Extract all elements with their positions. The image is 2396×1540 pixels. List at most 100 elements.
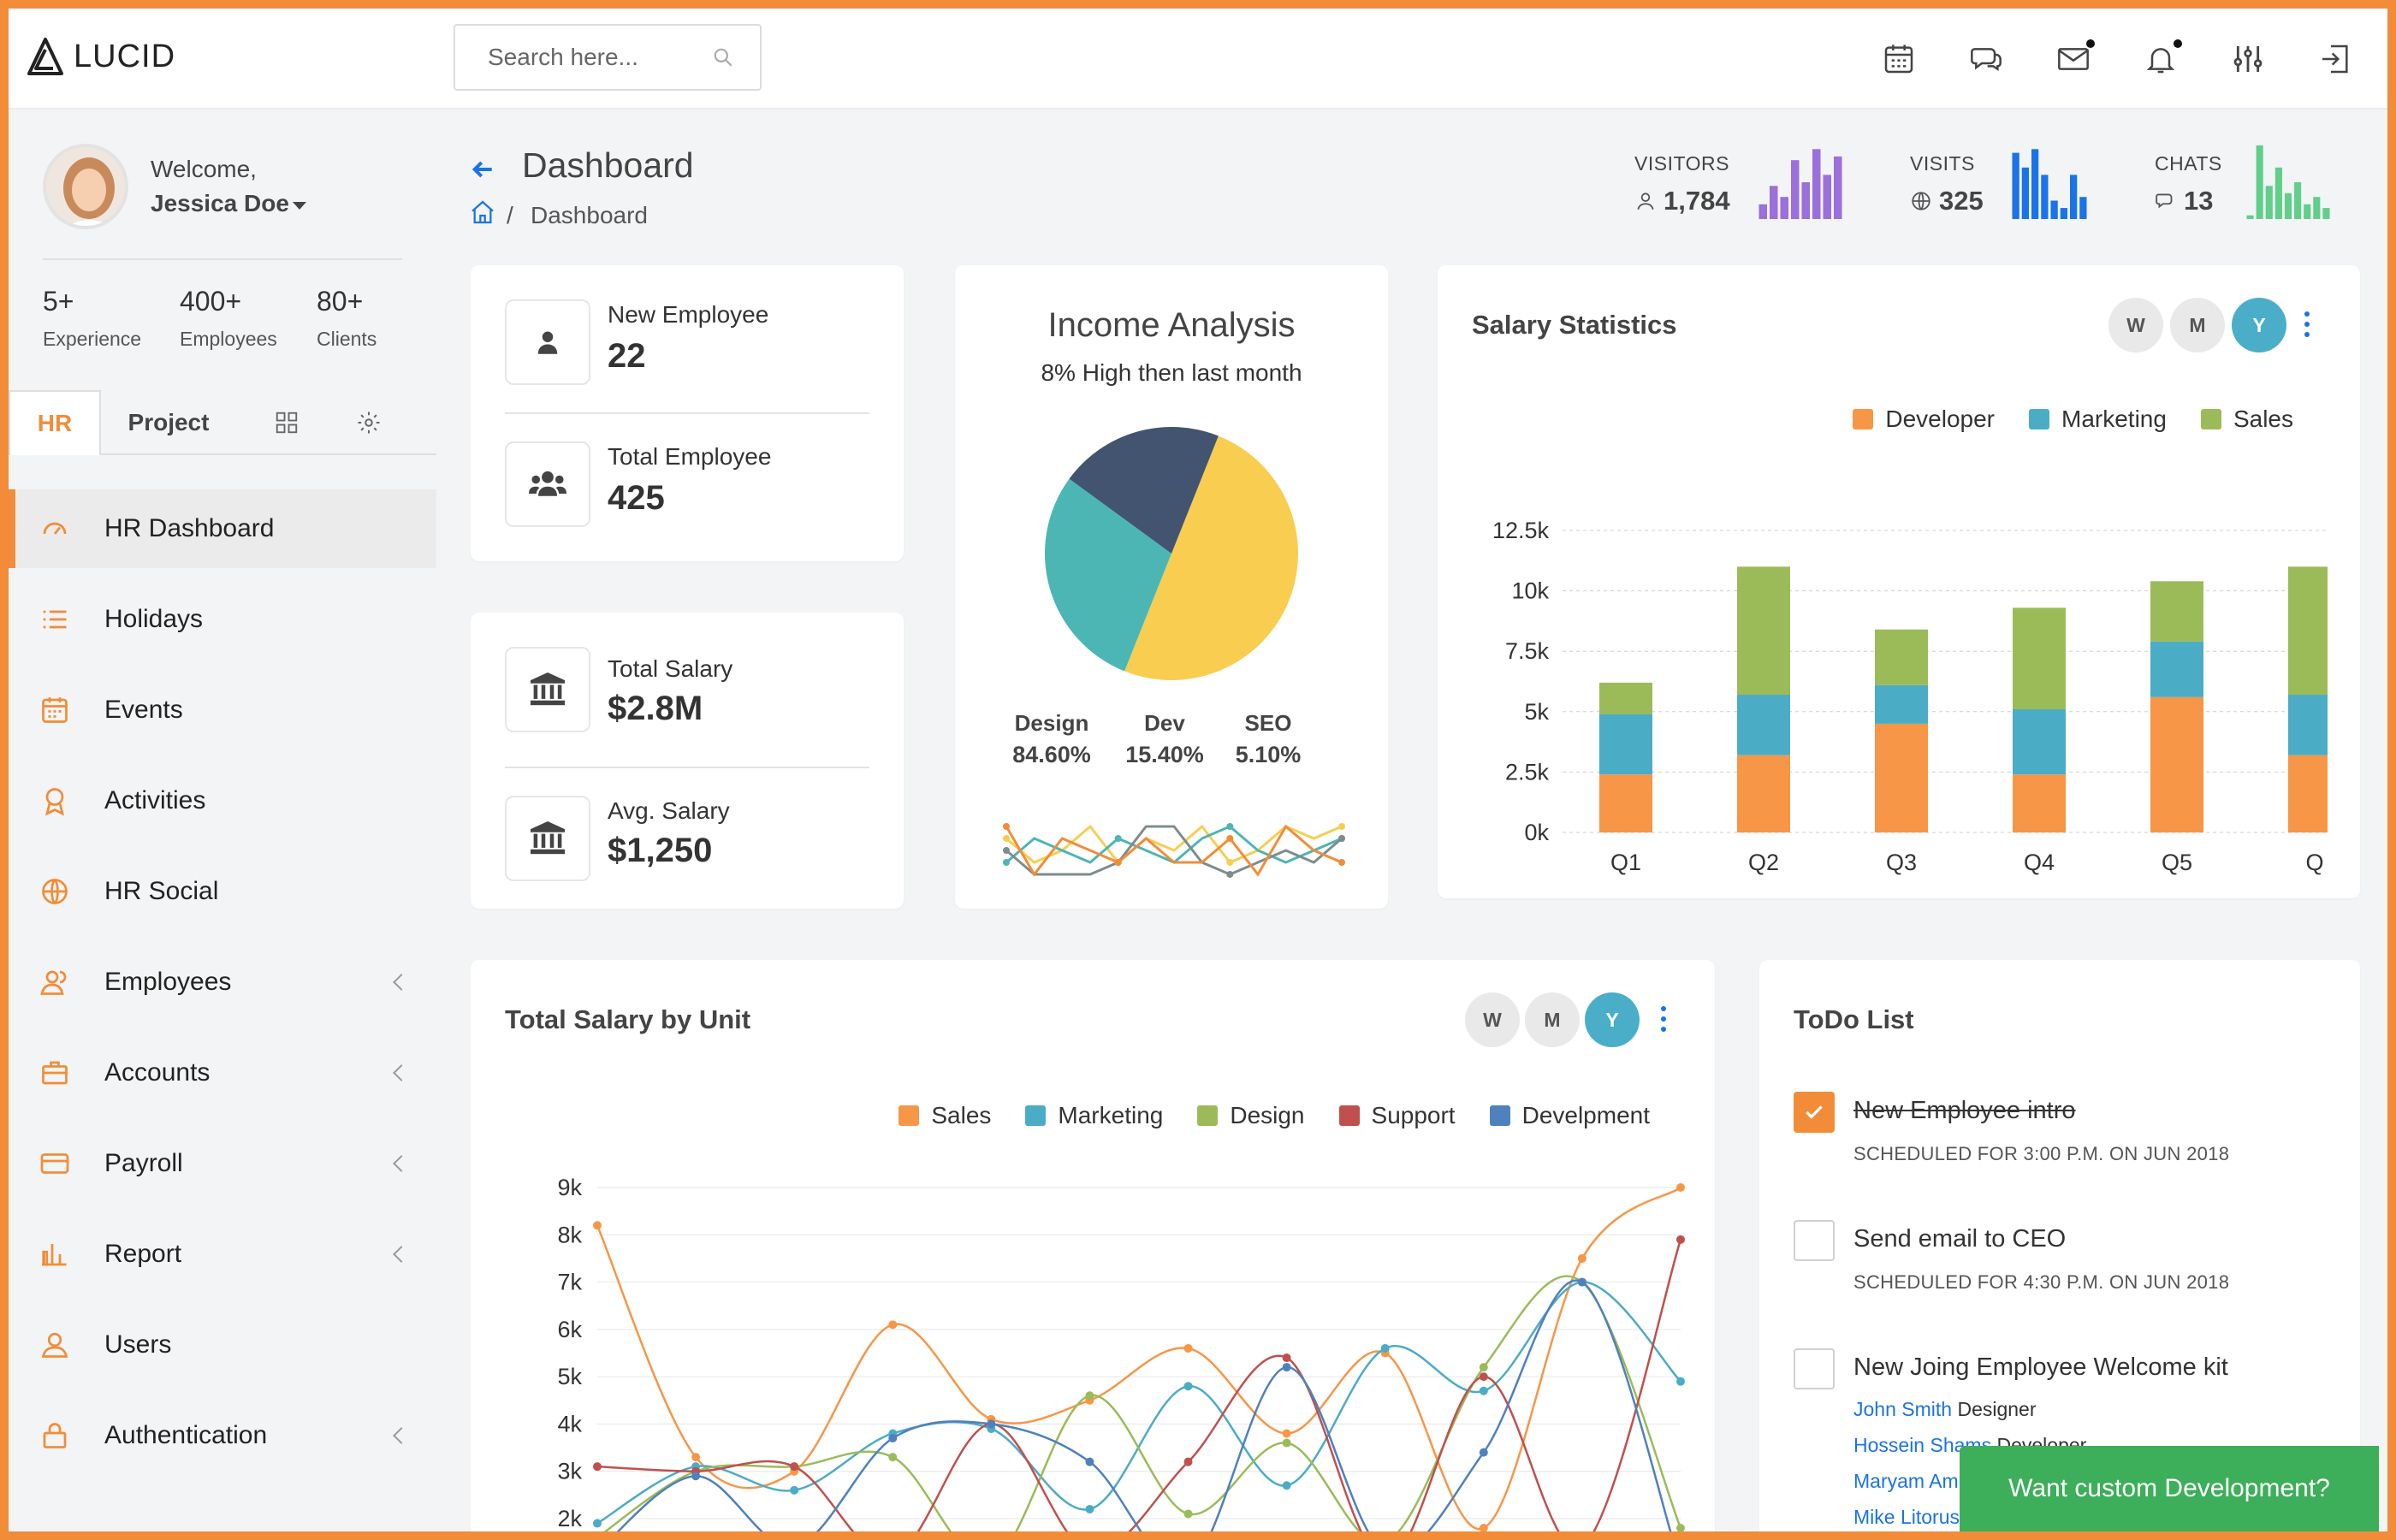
period-year-button[interactable]: Y bbox=[1585, 992, 1640, 1047]
tab-settings[interactable] bbox=[347, 390, 390, 455]
search-input[interactable] bbox=[488, 44, 710, 71]
data-point[interactable] bbox=[1577, 1253, 1586, 1263]
bell-icon[interactable] bbox=[2141, 38, 2184, 79]
todo-checkbox[interactable] bbox=[1794, 1348, 1835, 1389]
bar-segment[interactable] bbox=[2150, 696, 2203, 832]
data-point[interactable] bbox=[1085, 1391, 1094, 1401]
home-icon[interactable] bbox=[469, 198, 496, 226]
bar-segment[interactable] bbox=[2288, 695, 2328, 755]
data-point[interactable] bbox=[1577, 1277, 1586, 1287]
bar-segment[interactable] bbox=[2013, 607, 2066, 709]
data-point[interactable] bbox=[1183, 1343, 1193, 1353]
caret-down-icon[interactable] bbox=[293, 202, 306, 210]
data-point[interactable] bbox=[1282, 1429, 1291, 1438]
data-point[interactable] bbox=[888, 1453, 898, 1462]
data-point[interactable] bbox=[1282, 1438, 1291, 1448]
data-point[interactable] bbox=[1676, 1377, 1685, 1386]
more-menu-icon[interactable] bbox=[2304, 311, 2310, 337]
assignee-name-link[interactable]: Maryam Amir bbox=[1853, 1470, 1970, 1492]
legend-item[interactable]: Marketing bbox=[1025, 1102, 1163, 1129]
legend-item[interactable]: Sales bbox=[898, 1102, 991, 1129]
bar-segment[interactable] bbox=[1875, 629, 1928, 685]
bar-segment[interactable] bbox=[2013, 774, 2066, 832]
data-point[interactable] bbox=[1085, 1457, 1094, 1466]
bar-segment[interactable] bbox=[2150, 581, 2203, 642]
bar-segment[interactable] bbox=[2013, 708, 2066, 775]
data-point[interactable] bbox=[691, 1472, 701, 1481]
period-week-button[interactable]: W bbox=[2108, 298, 2163, 352]
legend-item[interactable]: Developer bbox=[1853, 406, 1995, 433]
assignee-name-link[interactable]: Mike Litorus bbox=[1853, 1506, 1960, 1528]
data-point[interactable] bbox=[1479, 1363, 1488, 1372]
back-arrow-icon[interactable] bbox=[469, 156, 496, 183]
search-box[interactable] bbox=[454, 24, 762, 91]
todo-checkbox[interactable] bbox=[1794, 1092, 1835, 1133]
sidebar-item-holidays[interactable]: Holidays bbox=[9, 580, 436, 659]
sidebar-item-report[interactable]: Report bbox=[9, 1215, 436, 1294]
pie-slice[interactable] bbox=[1124, 435, 1298, 680]
data-point[interactable] bbox=[790, 1485, 799, 1495]
user-name-dropdown[interactable]: Jessica Doe bbox=[151, 190, 289, 216]
sidebar-item-users[interactable]: Users bbox=[9, 1306, 436, 1384]
data-point[interactable] bbox=[1479, 1524, 1488, 1531]
sidebar-item-hr-social[interactable]: HR Social bbox=[9, 852, 436, 931]
data-point[interactable] bbox=[1479, 1372, 1488, 1382]
period-month-button[interactable]: M bbox=[2170, 298, 2225, 352]
sidebar-item-payroll[interactable]: Payroll bbox=[9, 1124, 436, 1203]
legend-item[interactable]: Develpment bbox=[1489, 1102, 1650, 1129]
data-point[interactable] bbox=[790, 1462, 799, 1472]
period-week-button[interactable]: W bbox=[1465, 992, 1520, 1047]
data-point[interactable] bbox=[1380, 1343, 1390, 1353]
sidebar-item-events[interactable]: Events bbox=[9, 671, 436, 749]
data-point[interactable] bbox=[888, 1434, 898, 1443]
legend-item[interactable]: Design bbox=[1197, 1102, 1305, 1129]
data-point[interactable] bbox=[1183, 1509, 1193, 1519]
calendar-icon[interactable] bbox=[1879, 39, 1919, 79]
bar-segment[interactable] bbox=[1599, 682, 1652, 714]
logout-icon[interactable] bbox=[2316, 39, 2355, 79]
bar-segment[interactable] bbox=[2150, 641, 2203, 697]
data-point[interactable] bbox=[1676, 1235, 1685, 1244]
legend-item[interactable]: Sales bbox=[2200, 406, 2293, 433]
bar-segment[interactable] bbox=[1737, 695, 1790, 755]
bar-segment[interactable] bbox=[1599, 714, 1652, 775]
mail-icon[interactable] bbox=[2054, 38, 2096, 79]
data-point[interactable] bbox=[1479, 1386, 1488, 1395]
data-point[interactable] bbox=[593, 1462, 602, 1472]
data-point[interactable] bbox=[1479, 1448, 1488, 1457]
avatar[interactable] bbox=[43, 144, 128, 229]
data-point[interactable] bbox=[1085, 1504, 1094, 1513]
data-point[interactable] bbox=[1282, 1353, 1291, 1363]
todo-checkbox[interactable] bbox=[1794, 1220, 1835, 1261]
data-point[interactable] bbox=[691, 1453, 701, 1462]
sidebar-item-authentication[interactable]: Authentication bbox=[9, 1396, 436, 1475]
brand-logo[interactable]: LUCID bbox=[27, 38, 175, 75]
bar-segment[interactable] bbox=[1875, 684, 1928, 724]
bar-segment[interactable] bbox=[1875, 723, 1928, 832]
data-point[interactable] bbox=[1183, 1457, 1193, 1466]
period-month-button[interactable]: M bbox=[1525, 992, 1580, 1047]
sidebar-item-activities[interactable]: Activities bbox=[9, 761, 436, 840]
bar-segment[interactable] bbox=[1737, 566, 1790, 696]
search-icon[interactable] bbox=[712, 46, 734, 68]
tab-apps[interactable] bbox=[265, 390, 308, 455]
more-menu-icon[interactable] bbox=[1660, 1006, 1667, 1032]
data-point[interactable] bbox=[1676, 1183, 1685, 1192]
bar-segment[interactable] bbox=[2288, 755, 2328, 832]
legend-item[interactable]: Marketing bbox=[2029, 406, 2167, 433]
data-point[interactable] bbox=[987, 1419, 996, 1429]
sidebar-item-employees[interactable]: Employees bbox=[9, 943, 436, 1022]
bar-segment[interactable] bbox=[2288, 566, 2328, 696]
bar-segment[interactable] bbox=[1599, 774, 1652, 832]
data-point[interactable] bbox=[1676, 1524, 1685, 1531]
sliders-icon[interactable] bbox=[2228, 39, 2268, 79]
data-point[interactable] bbox=[1183, 1382, 1193, 1391]
bar-segment[interactable] bbox=[1737, 755, 1790, 832]
custom-development-cta-button[interactable]: Want custom Development? bbox=[1960, 1446, 2379, 1531]
data-point[interactable] bbox=[1282, 1481, 1291, 1490]
period-year-button[interactable]: Y bbox=[2232, 298, 2286, 352]
data-point[interactable] bbox=[593, 1221, 602, 1230]
data-point[interactable] bbox=[593, 1519, 602, 1528]
legend-item[interactable]: Support bbox=[1338, 1102, 1456, 1129]
sidebar-item-accounts[interactable]: Accounts bbox=[9, 1034, 436, 1112]
